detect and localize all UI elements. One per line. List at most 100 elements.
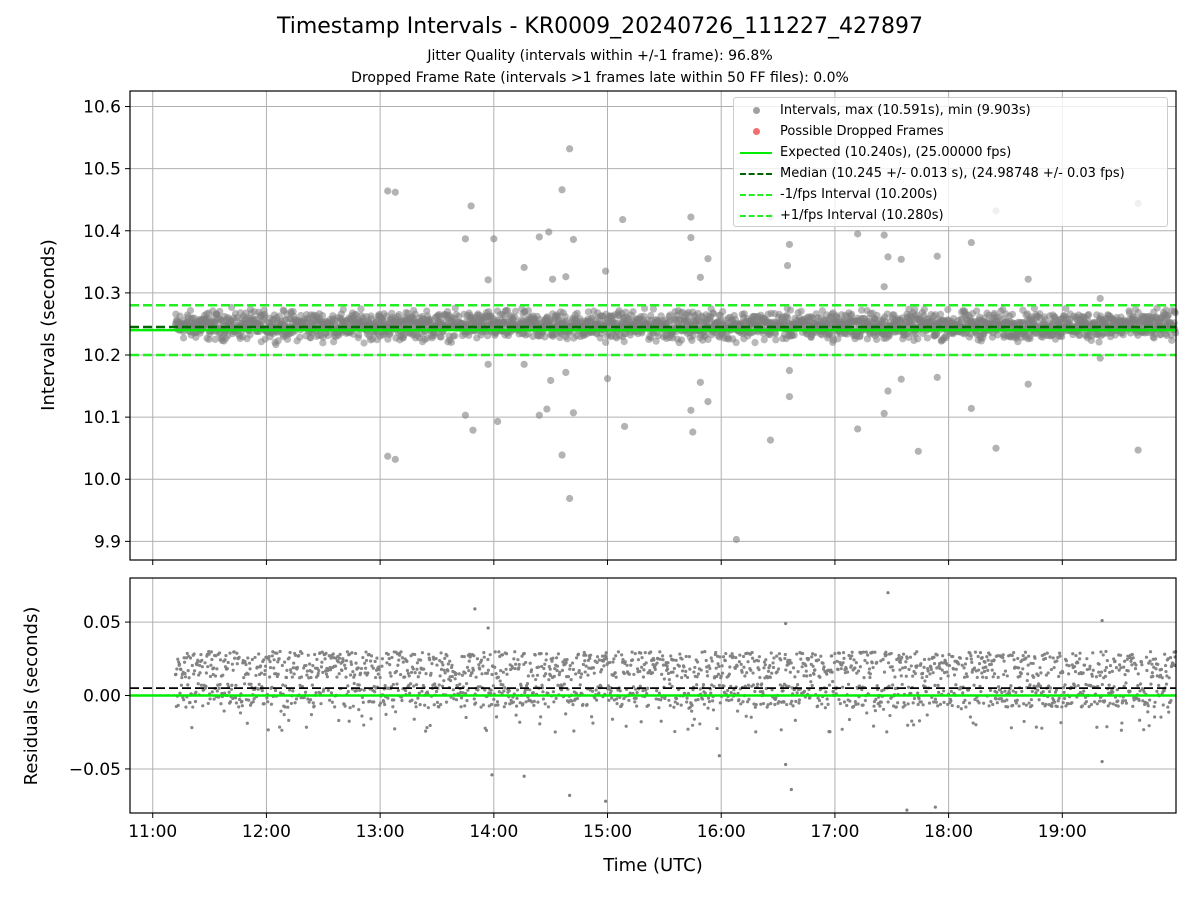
residual-point [393,727,397,731]
residual-point [922,657,927,662]
residual-point [846,682,851,686]
residual-point [494,671,498,676]
residual-point [970,660,974,664]
residual-point [197,663,202,668]
residual-outlier-point [717,754,721,758]
residual-point [653,667,657,672]
residual-point [925,674,929,679]
residual-point [1152,705,1156,709]
legend-marker-dropped [740,122,774,142]
residual-point [535,673,540,677]
residual-point [1099,670,1104,674]
residual-point [640,655,644,660]
residual-point [1062,690,1066,694]
interval-outlier-point [967,404,975,413]
residual-point [627,672,631,676]
residual-point [276,672,280,676]
residual-point [234,701,239,705]
residual-point [766,669,771,673]
residual-point [795,652,799,656]
residual-point [927,701,932,705]
interval-point [797,307,805,315]
residual-point [412,717,416,721]
residual-point [766,703,770,707]
residual-point [995,690,999,694]
residual-point [771,665,776,670]
residual-point [984,675,988,680]
residual-point [965,675,969,679]
residual-point [268,675,272,679]
interval-outlier-point [1096,294,1104,303]
residual-point [608,660,612,665]
residual-point [409,670,414,675]
residual-point [750,656,755,660]
interval-point [629,308,637,316]
legend-item-expected: Expected (10.240s), (25.00000 fps) [734,143,1167,163]
residual-point [504,652,509,656]
legend-item-dropped: Possible Dropped Frames [734,122,1167,142]
residual-point [1048,655,1052,659]
interval-point [1075,331,1084,340]
interval-outlier-point [469,426,477,434]
residual-point [1131,704,1135,708]
residual-point [413,671,417,675]
residual-point [1030,704,1034,708]
residual-point [341,659,345,663]
residual-point [1111,690,1115,694]
residual-point [461,691,465,695]
interval-point [179,334,188,342]
residual-point [824,690,828,694]
residual-point [624,724,628,728]
residual-point [900,682,904,687]
residual-point [499,668,503,673]
residual-point [453,677,457,681]
residual-point [275,651,279,655]
residual-point [672,666,676,671]
residual-point [600,668,604,672]
interval-outlier-point [558,451,566,459]
residual-point [388,663,392,667]
residual-point [1103,674,1108,678]
residual-point [502,689,506,693]
residual-point [190,663,194,668]
residual-point [462,655,466,659]
residual-point [672,705,676,709]
residual-point [911,674,915,678]
residual-point [583,670,587,674]
interval-outlier-point [696,273,704,281]
x-tick-label: 18:00 [924,822,973,842]
residual-point [1107,683,1111,687]
residual-point [800,665,804,669]
residual-point [639,651,643,655]
residual-point [182,698,186,702]
interval-outlier-point [689,428,697,436]
residual-point [293,701,297,705]
residual-point [1018,674,1022,678]
residual-point [283,705,287,709]
residual-point [841,685,845,689]
residual-point [660,654,665,658]
residual-point [225,667,229,671]
residual-point [662,677,666,681]
residual-point [1164,669,1168,674]
residual-point [791,704,795,708]
residual-point [430,661,434,666]
residual-outlier-point [784,762,788,767]
residual-point [200,658,204,662]
residual-point [1084,682,1088,687]
residual-point [254,673,258,678]
residual-point [463,704,467,708]
residual-point [751,683,756,687]
residual-point [289,670,293,674]
residual-point [427,652,431,656]
residual-point [630,658,635,662]
residual-point [816,658,821,662]
residual-point [1059,721,1063,725]
residual-point [634,687,638,691]
residual-point [828,730,832,734]
residual-point [287,718,291,722]
residual-point [484,728,489,733]
residual-point [692,670,696,674]
residual-point [1161,703,1165,707]
residual-point [730,698,734,702]
